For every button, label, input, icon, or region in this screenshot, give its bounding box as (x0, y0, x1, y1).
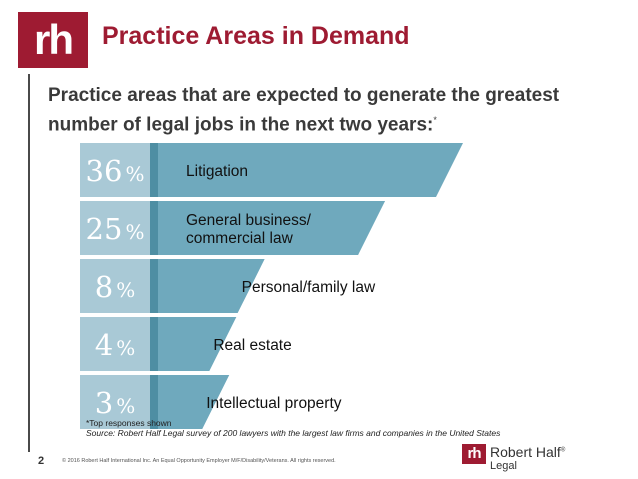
category-label: Personal/family law (242, 279, 376, 296)
subtitle-marker: * (433, 115, 437, 125)
footer-rh-logo: rh (462, 444, 486, 464)
value-box (80, 259, 150, 313)
bar-shadow (150, 259, 158, 313)
page-title: Practice Areas in Demand (102, 22, 410, 50)
bar (158, 317, 237, 371)
bar-shadow (150, 143, 158, 197)
rh-logo: rh (18, 12, 88, 68)
value-box (80, 375, 150, 429)
bar (158, 201, 386, 255)
brand-name: Robert Half® (490, 444, 565, 460)
chart-subtitle: Practice areas that are expected to gene… (48, 84, 588, 137)
brand-reg: ® (560, 447, 566, 454)
category-label: Litigation (186, 163, 248, 180)
bar-shadow (150, 317, 158, 371)
bar (158, 259, 265, 313)
value-box (80, 201, 150, 255)
footnote-source: Source: Robert Half Legal survey of 200 … (86, 428, 501, 438)
bar-shadow (150, 375, 158, 429)
value-label: 8% (95, 270, 135, 304)
value-box (80, 143, 150, 197)
brand-name-text: Robert Half (490, 444, 561, 460)
bar-shadow (150, 201, 158, 255)
page-number: 2 (38, 455, 45, 467)
value-label: 25% (86, 212, 145, 246)
value-label: 4% (95, 328, 135, 362)
brand-sub: Legal (490, 460, 517, 472)
value-label: 3% (95, 386, 135, 420)
copyright-text: © 2016 Robert Half International Inc. An… (62, 458, 336, 464)
footnote-note: *Top responses shown (86, 418, 172, 428)
category-label: Intellectual property (206, 395, 342, 412)
subtitle-text: Practice areas that are expected to gene… (48, 85, 560, 136)
bar (158, 375, 230, 429)
left-rule (28, 74, 30, 452)
value-label: 36% (86, 154, 145, 188)
category-label: General business/commercial law (186, 212, 312, 247)
bar (158, 143, 463, 197)
category-label: Real estate (213, 337, 291, 354)
value-box (80, 317, 150, 371)
footnote: *Top responses shown Source: Robert Half… (86, 418, 500, 438)
